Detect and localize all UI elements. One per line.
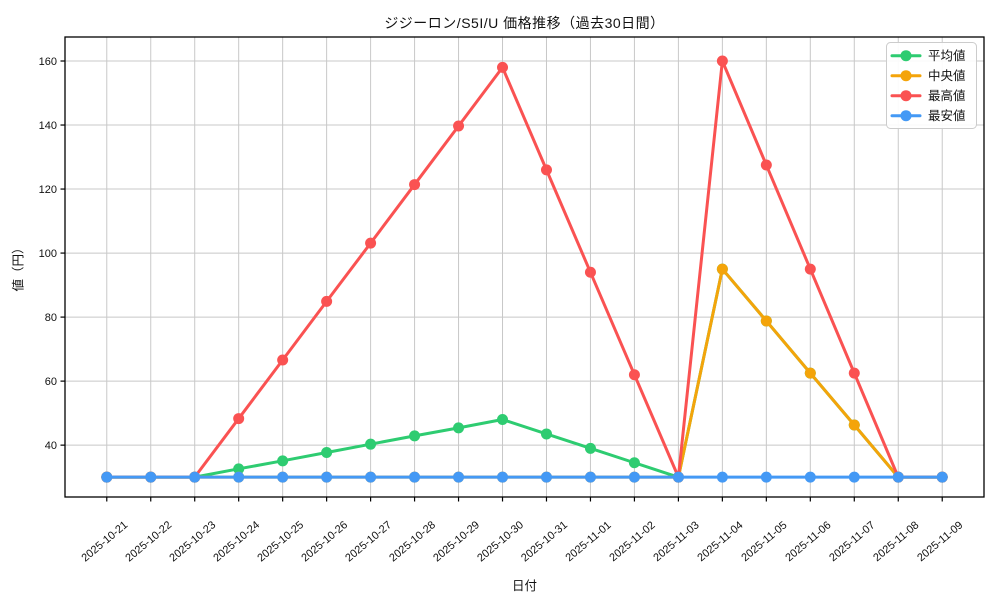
- data-point: [584, 266, 596, 278]
- data-point: [277, 354, 289, 366]
- data-point: [453, 422, 465, 434]
- data-point: [497, 414, 509, 426]
- x-tick-label: 2025-11-06: [783, 519, 833, 564]
- data-point: [145, 471, 157, 483]
- x-tick-label: 2025-10-26: [299, 519, 350, 564]
- x-tick-label: 2025-11-01: [563, 519, 613, 564]
- series-line-0: [105, 267, 944, 479]
- series-line-2: [105, 59, 944, 479]
- legend-item: 平均値: [890, 48, 966, 63]
- data-point: [716, 471, 728, 483]
- data-point: [453, 120, 465, 132]
- x-tick-label: 2025-11-03: [651, 519, 701, 564]
- x-tick-label: 2025-10-24: [211, 519, 262, 564]
- data-point: [321, 471, 333, 483]
- x-axis-label: 日付: [511, 579, 537, 593]
- data-point: [848, 419, 860, 431]
- x-tick-label: 2025-10-30: [475, 519, 526, 564]
- data-point: [628, 369, 640, 381]
- data-point: [760, 315, 772, 327]
- x-tick-label: 2025-10-27: [343, 519, 394, 564]
- data-point: [409, 430, 421, 442]
- y-tick-label: 100: [39, 248, 57, 260]
- data-point: [848, 367, 860, 379]
- chart-title: ジジーロン/S5I/U 価格推移（過去30日間）: [384, 15, 665, 31]
- data-point: [804, 367, 816, 379]
- plot-border: [64, 36, 985, 498]
- data-point: [277, 471, 289, 483]
- y-axis-label: 値（円）: [11, 241, 26, 292]
- x-tick-label: 2025-10-28: [387, 519, 438, 564]
- legend-box: [886, 42, 977, 129]
- data-point: [760, 159, 772, 171]
- data-point: [365, 471, 377, 483]
- legend-item: 中央値: [890, 68, 966, 83]
- x-tick-label: 2025-11-05: [739, 519, 789, 564]
- y-tick-label: 80: [45, 312, 57, 324]
- data-point: [277, 455, 289, 467]
- data-point: [409, 179, 421, 191]
- data-point: [101, 471, 113, 483]
- x-tick-label: 2025-10-31: [519, 519, 570, 564]
- data-point: [365, 237, 377, 249]
- data-point: [804, 471, 816, 483]
- x-tick-label: 2025-11-02: [607, 519, 657, 564]
- legend-label: 最安値: [928, 108, 966, 123]
- data-point: [760, 471, 772, 483]
- data-point: [497, 471, 509, 483]
- x-tick-label: 2025-10-22: [123, 519, 174, 564]
- legend-item: 最安値: [890, 108, 966, 123]
- data-point: [233, 413, 245, 425]
- data-point: [321, 295, 333, 307]
- legend-marker: [900, 50, 912, 62]
- legend-label: 最高値: [928, 88, 966, 103]
- data-point: [716, 55, 728, 67]
- data-point: [936, 471, 948, 483]
- y-tick-label: 60: [45, 376, 57, 388]
- data-point: [321, 447, 333, 459]
- x-tick-label: 2025-10-21: [79, 519, 130, 564]
- x-tick-label: 2025-11-09: [915, 519, 965, 564]
- data-point: [540, 471, 552, 483]
- y-tick-label: 40: [45, 440, 57, 452]
- legend-label: 中央値: [928, 68, 966, 83]
- data-point: [672, 471, 684, 483]
- data-point: [628, 457, 640, 469]
- data-point: [233, 471, 245, 483]
- data-point: [716, 263, 728, 275]
- y-tick-label: 160: [39, 56, 57, 68]
- data-point: [365, 438, 377, 450]
- series-line-1: [105, 267, 944, 479]
- legend-item: 最高値: [890, 88, 966, 103]
- data-point: [189, 471, 201, 483]
- data-point: [497, 61, 509, 73]
- data-point: [892, 471, 904, 483]
- x-tick-label: 2025-11-07: [827, 519, 877, 564]
- x-tick-label: 2025-10-23: [167, 519, 218, 564]
- legend-marker: [900, 110, 912, 122]
- data-point: [540, 428, 552, 440]
- x-tick-label: 2025-11-08: [871, 519, 921, 564]
- data-point: [233, 463, 245, 475]
- data-point: [848, 471, 860, 483]
- data-point: [540, 164, 552, 176]
- data-point: [453, 471, 465, 483]
- y-tick-label: 120: [39, 184, 57, 196]
- x-tick-label: 2025-10-29: [431, 519, 482, 564]
- data-point: [409, 471, 421, 483]
- legend-marker: [900, 70, 912, 82]
- y-tick-label: 140: [39, 120, 57, 132]
- data-point: [628, 471, 640, 483]
- data-point: [584, 471, 596, 483]
- legend-marker: [900, 90, 912, 102]
- data-point: [584, 442, 596, 454]
- x-tick-label: 2025-11-04: [695, 519, 745, 564]
- x-tick-label: 2025-10-25: [255, 519, 306, 564]
- legend-label: 平均値: [928, 48, 966, 63]
- data-point: [804, 263, 816, 275]
